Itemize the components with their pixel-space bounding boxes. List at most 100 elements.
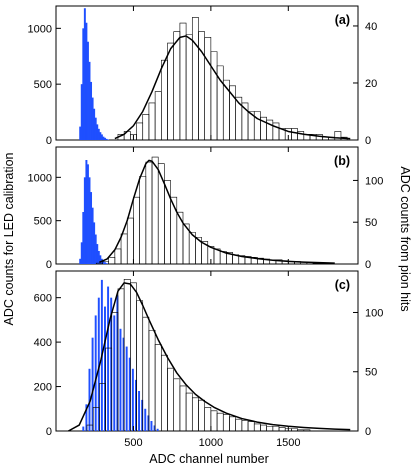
- panel-b-fit-curve: [99, 159, 335, 264]
- panel-a-led-bin: [85, 22, 88, 140]
- panel-a: 0 500 1000 0 20 40 (a): [28, 5, 377, 147]
- panel-c-pion-bin: [260, 424, 267, 431]
- panel-c-pion-bin: [204, 407, 212, 431]
- panel-a-pion-bin: [136, 122, 144, 140]
- panel-a-pion-bin: [291, 128, 298, 140]
- panel-b-led-bin: [88, 177, 91, 264]
- panel-b-pion-bin: [126, 217, 134, 264]
- panel-a-pion-bin: [253, 111, 261, 140]
- panel-b-led-bin: [96, 244, 99, 264]
- left-tick-label: 200: [34, 382, 52, 394]
- panel-b-led-bin: [85, 160, 88, 264]
- panel-a-pion-bin: [210, 51, 218, 140]
- panel-b-pion-bin: [145, 161, 153, 264]
- panel-c-pion-bin: [235, 418, 243, 431]
- panel-c-pion-bin: [216, 412, 224, 431]
- panel-a-led-bin: [99, 132, 102, 140]
- panel-c-pion-bin: [303, 429, 311, 431]
- y-axis-title-left: ADC counts for LED calibration: [2, 152, 16, 325]
- panel-a-pion-bin: [222, 79, 230, 140]
- panel-c-led-bin: [110, 297, 113, 431]
- panel-c-led-bin: [85, 404, 88, 431]
- panel-b-led-bin: [104, 262, 106, 264]
- right-tick-label: 20: [365, 78, 377, 90]
- panel-b-label: (b): [334, 154, 350, 168]
- right-tick-label: 40: [365, 21, 377, 33]
- left-tick-label: 1000: [28, 172, 52, 184]
- panel-c-pion-bin: [191, 397, 199, 431]
- panel-a-led-bin: [83, 8, 86, 141]
- panel-b-led-bin: [93, 222, 96, 264]
- panel-a-led-bin: [86, 41, 89, 141]
- panel-a-led-bin: [93, 108, 96, 140]
- right-tick-label: 0: [365, 135, 371, 147]
- panel-a-pion-bin: [229, 85, 236, 140]
- panel-c-pion-bin: [210, 410, 218, 431]
- panel-b-pion-bin: [157, 163, 165, 264]
- panel-a-led-bin: [107, 139, 110, 140]
- panel-b-led-bin: [82, 212, 85, 264]
- panel-b-led-bin: [79, 258, 82, 264]
- panel-c-pion-bin: [278, 427, 286, 431]
- right-tick-label: 100: [365, 307, 383, 319]
- left-tick-label: 500: [34, 79, 52, 91]
- panel-a-pion-bin: [204, 37, 212, 140]
- panel-b-frame: [55, 146, 359, 265]
- panel-c-pion-bin: [229, 416, 236, 431]
- panel-a-led-bin: [104, 137, 106, 140]
- panel-c-led-bin: [153, 425, 156, 431]
- panel-c-led-bin: [128, 357, 131, 431]
- panel-a-pion-bin: [185, 34, 193, 140]
- panel-c-led-bin: [116, 295, 119, 431]
- panel-b-led-bin: [94, 234, 97, 264]
- x-tick-label: 1500: [276, 437, 300, 449]
- panel-c-led-bin: [113, 315, 116, 431]
- panel-a-pion-bin: [148, 102, 156, 140]
- panel-c-pion-bin: [198, 399, 205, 431]
- panel-b-led-bin: [99, 255, 102, 264]
- panel-b-led-bin: [102, 260, 105, 264]
- panel-c-led-bin: [156, 428, 159, 431]
- left-tick-label: 400: [34, 337, 52, 349]
- panel-c-led-bin: [82, 426, 85, 431]
- panel-b-led-bin: [86, 164, 89, 264]
- panel-c-led-bin: [94, 315, 97, 431]
- panel-c-pion-bin: [272, 425, 280, 431]
- left-tick-label: 1000: [28, 23, 52, 35]
- panel-c-pion-bin: [247, 421, 255, 431]
- panel-b-led-bin: [105, 263, 108, 264]
- x-axis-title: ADC channel number: [149, 452, 269, 466]
- panel-c-pion-bin: [173, 378, 181, 431]
- panel-a-led-bin: [94, 117, 97, 140]
- panel-b-led-bin: [83, 177, 86, 264]
- panel-a-pion-bin: [167, 42, 174, 140]
- right-tick-label: 50: [365, 367, 377, 379]
- panel-a-pion-bin: [161, 59, 168, 140]
- panel-b-pion-bin: [114, 248, 122, 264]
- y-axis-title-right: ADC counts from pion hits: [398, 166, 412, 311]
- panel-a-led-bin: [100, 134, 103, 140]
- panel-b-led-bin: [91, 207, 94, 264]
- right-tick-label: 0: [365, 259, 371, 271]
- x-tick-label: 1000: [199, 437, 223, 449]
- panel-b-led-bin: [97, 251, 100, 264]
- panel-c-pion-bin: [185, 392, 193, 431]
- panel-a-pion-bin: [334, 131, 342, 140]
- panel-b-led-bin: [80, 242, 83, 264]
- panel-c-led-bin: [88, 368, 91, 431]
- panel-c-led-bin: [97, 297, 100, 431]
- panel-a-led-bin: [97, 128, 100, 140]
- panel-c-led-bin: [131, 368, 134, 431]
- panel-a-led-bin: [79, 126, 82, 140]
- panel-c-pion-bin: [222, 414, 230, 431]
- panel-c-pion-bin: [241, 420, 249, 431]
- panel-c-frame: [55, 270, 359, 432]
- panel-a-pion-bin: [179, 22, 187, 140]
- panel-a-led-bin: [105, 138, 108, 140]
- panel-a-pion-bin: [142, 114, 150, 140]
- panel-b-pion-bin: [120, 233, 128, 264]
- panel-c-led-bin: [125, 346, 128, 431]
- panel-a-pion-bin: [173, 31, 181, 140]
- panel-c-led-bin: [107, 286, 110, 431]
